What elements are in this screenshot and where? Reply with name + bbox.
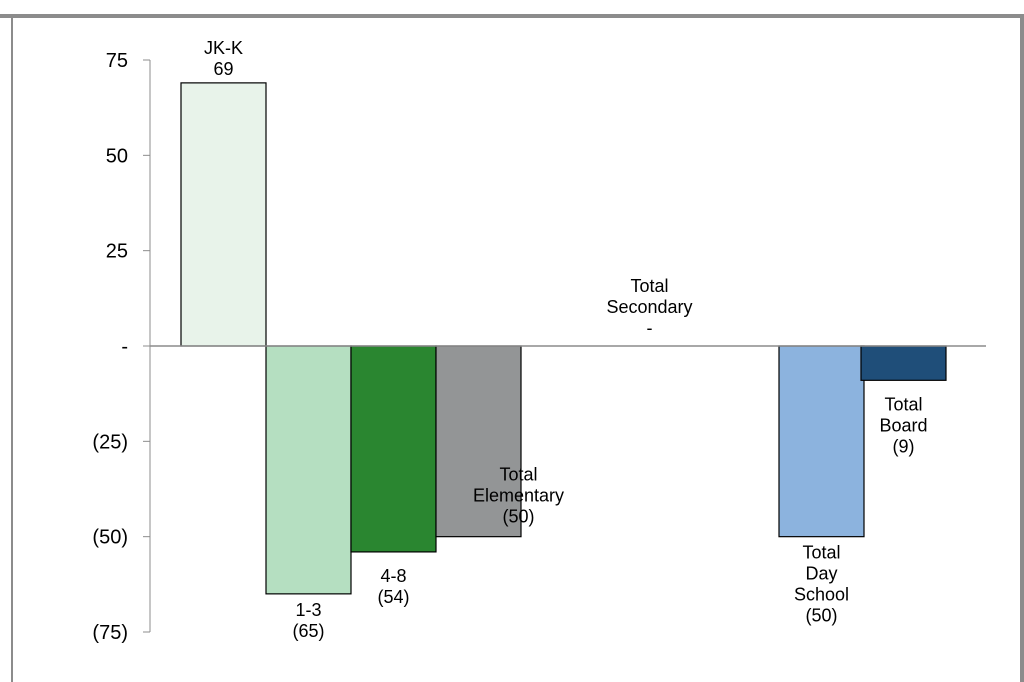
data-labels-group: JK-K 69 1-3 (65) 4-8 (54) Total Elementary (50) T… xyxy=(204,38,928,641)
y-tick-label: (50) xyxy=(92,527,128,549)
data-label: 4-8 (54) xyxy=(377,566,409,607)
y-tick-label: 25 xyxy=(106,241,128,263)
bar xyxy=(350,345,437,553)
bar xyxy=(435,345,522,538)
y-tick-label: 75 xyxy=(106,50,128,72)
bar xyxy=(265,345,352,595)
data-label: JK-K 69 xyxy=(204,38,243,79)
data-label: 1-3 (65) xyxy=(292,600,324,641)
y-tick-label: 50 xyxy=(106,145,128,167)
data-label: Total Board (9) xyxy=(879,394,927,456)
y-tick-label: - xyxy=(121,336,128,358)
y-tick-label: (75) xyxy=(92,622,128,644)
data-label: Total Secondary - xyxy=(606,276,692,338)
data-label: Total Day School (50) xyxy=(794,543,849,626)
y-axis-ticks: 75 50 25 - (25) (50) (75) xyxy=(92,50,150,644)
bar xyxy=(180,82,267,347)
bar xyxy=(860,345,947,381)
data-label: Total Elementary (50) xyxy=(473,465,564,527)
y-tick-label: (25) xyxy=(92,431,128,453)
chart-title-strip xyxy=(0,0,1024,18)
bar xyxy=(778,345,865,538)
bars-group xyxy=(180,82,947,595)
